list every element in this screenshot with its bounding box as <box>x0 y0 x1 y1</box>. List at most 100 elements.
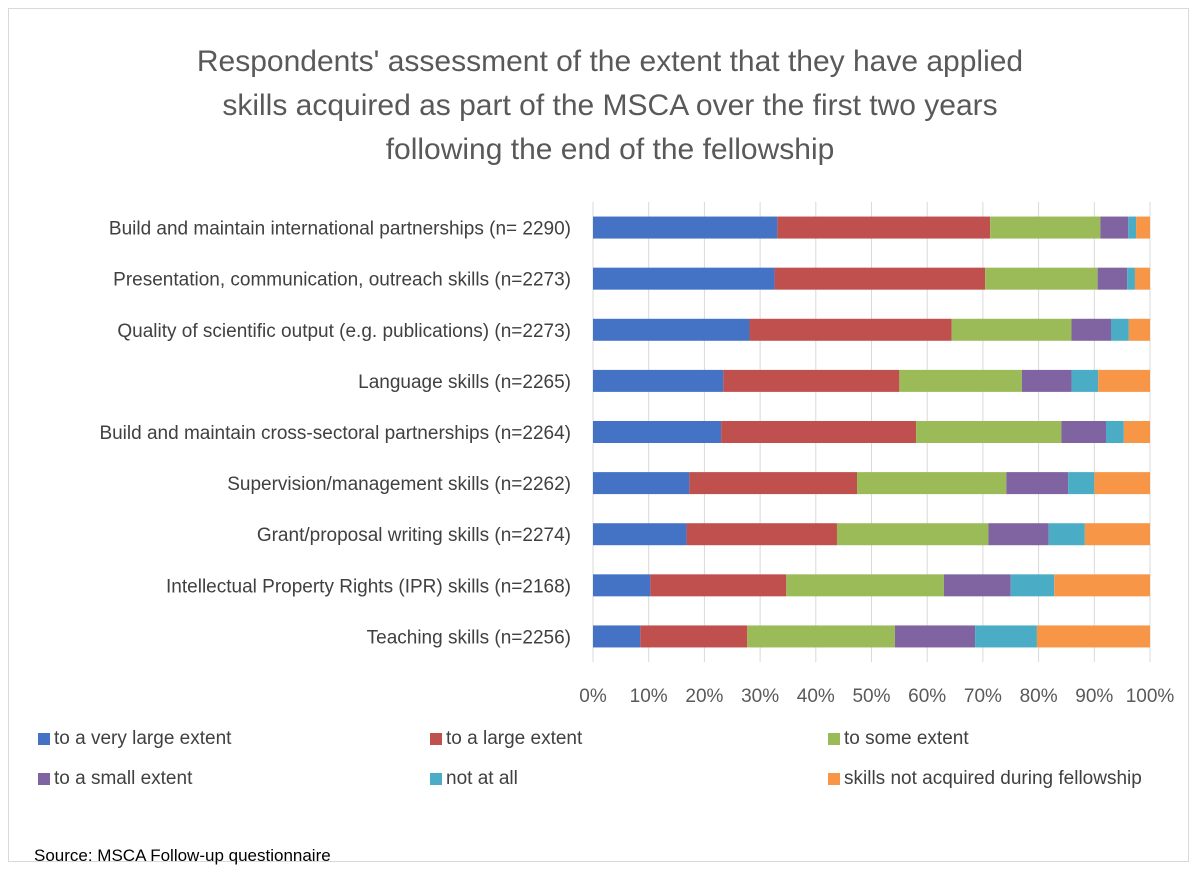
bar-segment <box>1010 574 1055 597</box>
bar-segment <box>1094 472 1150 495</box>
bar-segment <box>1068 472 1095 495</box>
category-label: Supervision/management skills (n=2262) <box>227 474 571 495</box>
bar-segment <box>1123 421 1150 443</box>
bar-segment <box>1127 267 1135 290</box>
bar-segment <box>593 625 641 648</box>
category-label: Build and maintain cross-sectoral partne… <box>99 423 571 444</box>
legend-item: to a small extent <box>38 768 192 790</box>
bar-segment <box>686 523 837 546</box>
bar-segment <box>650 574 787 597</box>
x-tick-label: 100% <box>1126 686 1175 707</box>
bar-segment <box>943 574 1011 597</box>
bar-segment <box>857 472 1007 495</box>
source-note: Source: MSCA Follow-up questionnaire <box>34 846 331 865</box>
x-tick-label: 10% <box>630 686 668 707</box>
bar-segment <box>1021 369 1072 392</box>
legend-item: to a large extent <box>430 728 582 750</box>
x-axis-tick-labels: 0% 10% 20% 30% 40% 50% 60% 70% 80% 90% 100% <box>579 686 1174 707</box>
category-labels: Build and maintain international partner… <box>99 219 571 649</box>
bar-segment <box>593 574 651 597</box>
bar-segment <box>593 523 687 546</box>
legend-label: to a large extent <box>446 728 583 749</box>
bar-segment <box>1134 267 1150 290</box>
bar-segment <box>899 369 1022 392</box>
bar-segment <box>988 523 1049 546</box>
legend-swatch <box>828 773 840 785</box>
bar-segment <box>593 318 750 341</box>
bar-segment <box>747 625 895 648</box>
legend-label: to a small extent <box>54 768 193 789</box>
category-label: Teaching skills (n=2256) <box>367 627 571 648</box>
legend-item: to some extent <box>828 728 969 750</box>
bar-segment <box>985 267 1098 290</box>
legend-item: skills not acquired during fellowship <box>828 768 1142 790</box>
bar-segment <box>916 421 1062 443</box>
legend-item: not at all <box>430 768 518 790</box>
bar-segment <box>749 318 952 341</box>
bar-segment <box>1111 318 1129 341</box>
category-label: Quality of scientific output (e.g. publi… <box>117 321 571 342</box>
x-tick-label: 40% <box>797 686 835 707</box>
category-label: Intellectual Property Rights (IPR) skill… <box>166 576 571 597</box>
bar-segment <box>1036 625 1150 648</box>
legend-swatch <box>430 733 442 745</box>
bar-segment <box>1071 318 1112 341</box>
bar-segment <box>1098 369 1150 392</box>
bar-segment <box>1136 216 1150 239</box>
chart-title-line-1: Respondents' assessment of the extent th… <box>196 45 1024 78</box>
category-label: Language skills (n=2265) <box>358 372 571 393</box>
bar-segment <box>640 625 748 648</box>
bar-segment <box>1048 523 1085 546</box>
chart-title-line-2: skills acquired as part of the MSCA over… <box>222 89 998 122</box>
bar-segment <box>1100 216 1129 239</box>
legend-label: not at all <box>446 768 518 789</box>
bar-segment <box>774 267 986 290</box>
x-tick-label: 90% <box>1075 686 1113 707</box>
bar-segment <box>1084 523 1150 546</box>
x-tick-label: 50% <box>852 686 890 707</box>
legend-swatch <box>38 733 50 745</box>
bar-segment <box>1054 574 1150 597</box>
legend: to a very large extent to a large extent t… <box>38 728 1188 790</box>
x-tick-label: 80% <box>1020 686 1058 707</box>
legend-label: to some extent <box>844 728 969 749</box>
bar-segment <box>593 421 722 443</box>
category-label: Presentation, communication, outreach sk… <box>113 270 571 291</box>
bar-segment <box>990 216 1101 239</box>
bar-segment <box>975 625 1037 648</box>
bar-segment <box>593 216 778 239</box>
x-tick-label: 30% <box>741 686 779 707</box>
x-tick-label: 0% <box>579 686 607 707</box>
bar-segment <box>894 625 976 648</box>
bar-segment <box>1071 369 1099 392</box>
stacked-bar-chart: Build and maintain international partner… <box>99 202 1174 707</box>
x-tick-label: 20% <box>685 686 723 707</box>
legend-item: to a very large extent <box>38 728 231 750</box>
bars <box>593 216 1150 648</box>
category-label: Build and maintain international partner… <box>109 219 571 240</box>
bar-segment <box>593 267 775 290</box>
bar-segment <box>689 472 858 495</box>
bar-segment <box>1006 472 1069 495</box>
bar-segment <box>1061 421 1106 443</box>
bar-segment <box>1128 318 1150 341</box>
legend-label: to a very large extent <box>54 728 232 749</box>
x-tick-label: 60% <box>908 686 946 707</box>
bar-segment <box>593 472 690 495</box>
category-label: Grant/proposal writing skills (n=2274) <box>257 525 571 546</box>
legend-swatch <box>430 773 442 785</box>
bar-segment <box>721 421 917 443</box>
bar-segment <box>836 523 989 546</box>
bar-segment <box>777 216 991 239</box>
chart-title: Respondents' assessment of the extent th… <box>60 40 1160 172</box>
bar-segment <box>786 574 944 597</box>
legend-swatch <box>828 733 840 745</box>
legend-swatch <box>38 773 50 785</box>
bar-segment <box>1105 421 1124 443</box>
bar-segment <box>951 318 1072 341</box>
chart-title-line-3: following the end of the fellowship <box>385 133 835 166</box>
bar-segment <box>593 369 724 392</box>
x-tick-label: 70% <box>964 686 1002 707</box>
legend-label: skills not acquired during fellowship <box>844 768 1142 789</box>
bar-segment <box>1128 216 1137 239</box>
